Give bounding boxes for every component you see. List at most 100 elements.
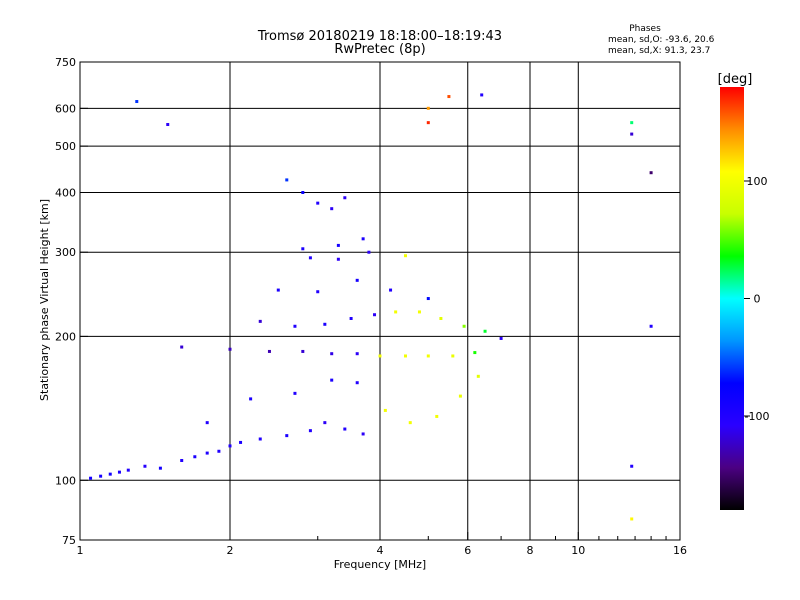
chart-title: Tromsø 20180219 18:18:00–18:19:43 <box>257 29 502 44</box>
data-point-0-55 <box>301 247 305 251</box>
data-point-0-5 <box>143 464 147 468</box>
data-point-0-72 <box>630 121 634 125</box>
data-point-0-33 <box>451 354 455 358</box>
colorbar <box>720 87 744 510</box>
x-tick-label-4: 8 <box>527 544 534 557</box>
x-tick-label-3: 6 <box>464 544 471 557</box>
data-point-0-42 <box>439 316 443 320</box>
x-tick-label-0: 1 <box>77 544 84 557</box>
colorbar-tick-label-1: 0 <box>754 293 761 306</box>
stats-line-x: mean, sd,X: 91.3, 23.7 <box>608 46 710 56</box>
data-point-0-41 <box>417 310 421 314</box>
data-point-0-35 <box>258 319 262 323</box>
data-point-0-26 <box>267 349 271 353</box>
data-point-0-6 <box>158 466 162 470</box>
data-point-0-60 <box>316 201 320 205</box>
data-point-0-22 <box>330 378 334 382</box>
data-point-0-46 <box>276 288 280 292</box>
data-point-0-16 <box>323 421 327 425</box>
data-point-0-23 <box>355 381 359 385</box>
data-point-0-73 <box>630 132 634 136</box>
data-point-0-10 <box>217 449 221 453</box>
chart-subtitle: RwPretec (8p) <box>334 42 425 57</box>
data-point-0-67 <box>476 374 480 378</box>
data-point-0-45 <box>499 336 503 340</box>
data-point-0-78 <box>135 100 139 104</box>
data-point-0-37 <box>323 322 327 326</box>
data-point-0-53 <box>367 250 371 254</box>
y-tick-label-3: 300 <box>55 246 76 259</box>
data-point-0-8 <box>193 455 197 459</box>
data-point-0-69 <box>426 121 430 125</box>
data-point-0-31 <box>403 354 407 358</box>
y-tick-label-0: 75 <box>62 534 76 547</box>
data-point-0-30 <box>378 354 382 358</box>
stats-title: Phases <box>629 24 661 34</box>
data-point-0-79 <box>166 123 170 127</box>
data-point-0-62 <box>343 196 347 200</box>
stats-line-o: mean, sd,O: -93.6, 20.6 <box>608 35 715 45</box>
data-point-0-28 <box>330 352 334 356</box>
data-point-0-44 <box>483 329 487 333</box>
data-point-0-70 <box>480 93 484 97</box>
data-point-0-40 <box>394 310 398 314</box>
data-point-0-7 <box>180 458 184 462</box>
y-tick-label-6: 600 <box>55 102 76 115</box>
data-point-0-49 <box>389 288 393 292</box>
data-point-0-38 <box>349 316 353 320</box>
data-point-0-64 <box>408 421 412 425</box>
data-point-0-20 <box>249 397 253 401</box>
data-point-0-75 <box>649 324 653 328</box>
data-point-0-12 <box>239 440 243 444</box>
data-point-0-58 <box>285 178 289 182</box>
data-point-0-71 <box>447 95 451 99</box>
y-axis-label: Stationary phase Virtual Height [km] <box>38 199 51 401</box>
data-point-0-21 <box>293 391 297 395</box>
y-tick-label-7: 750 <box>55 56 76 69</box>
colorbar-tick-label-2: -100 <box>745 410 770 423</box>
data-point-0-2 <box>108 472 112 476</box>
y-tick-label-4: 400 <box>55 186 76 199</box>
x-tick-label-5: 10 <box>571 544 585 557</box>
data-point-0-77 <box>630 517 634 521</box>
data-point-0-14 <box>285 434 289 438</box>
x-axis-ticks: 1 2 4 6 8 10 16 <box>77 532 687 557</box>
y-tick-label-5: 500 <box>55 140 76 153</box>
data-point-0-24 <box>180 345 184 349</box>
data-point-0-0 <box>89 476 93 480</box>
data-point-0-56 <box>336 243 340 247</box>
y-tick-label-2: 200 <box>55 330 76 343</box>
data-point-0-59 <box>301 190 305 194</box>
data-point-0-27 <box>301 349 305 353</box>
data-point-0-57 <box>361 237 365 241</box>
data-points <box>89 93 653 521</box>
y-axis-ticks: 75 100 200 300 400 500 600 750 <box>55 56 88 547</box>
data-point-0-25 <box>228 347 232 351</box>
colorbar-tick-label-0: 100 <box>747 175 768 188</box>
data-point-0-50 <box>426 297 430 301</box>
data-point-0-18 <box>361 432 365 436</box>
colorbar-ticks: 100 0 -100 <box>744 175 769 423</box>
x-tick-label-6: 16 <box>673 544 687 557</box>
data-point-0-13 <box>258 437 262 441</box>
data-point-0-17 <box>343 427 347 431</box>
data-point-0-52 <box>336 257 340 261</box>
data-point-0-1 <box>99 474 103 478</box>
data-point-0-32 <box>426 354 430 358</box>
data-point-0-74 <box>649 171 653 175</box>
x-tick-label-2: 4 <box>377 544 384 557</box>
data-point-0-48 <box>355 278 359 282</box>
data-point-0-11 <box>228 444 232 448</box>
y-tick-label-1: 100 <box>55 474 76 487</box>
data-point-0-36 <box>293 324 297 328</box>
data-point-0-15 <box>308 429 312 433</box>
data-point-0-51 <box>308 256 312 260</box>
data-point-0-47 <box>316 290 320 294</box>
data-point-0-63 <box>383 408 387 412</box>
data-point-0-76 <box>630 464 634 468</box>
data-point-0-19 <box>205 421 209 425</box>
data-point-0-54 <box>403 254 407 258</box>
data-point-0-39 <box>373 313 377 317</box>
data-point-0-9 <box>205 451 209 455</box>
